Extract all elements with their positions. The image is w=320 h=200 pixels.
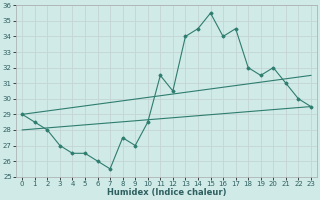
X-axis label: Humidex (Indice chaleur): Humidex (Indice chaleur)	[107, 188, 226, 197]
